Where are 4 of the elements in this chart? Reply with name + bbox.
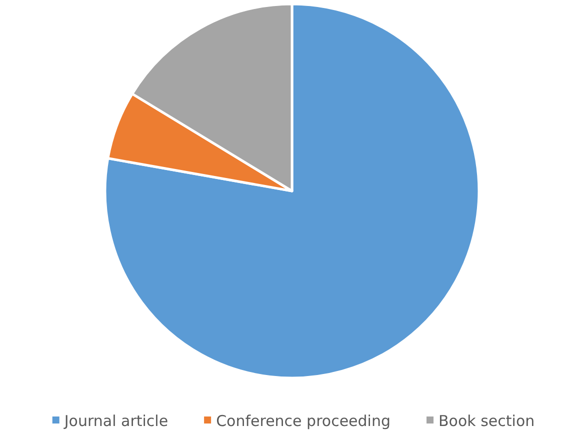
pie-slice	[104, 2, 480, 379]
legend-label: Book section	[438, 412, 535, 430]
legend-label: Conference proceeding	[216, 412, 391, 430]
legend-label: Journal article	[63, 412, 168, 430]
